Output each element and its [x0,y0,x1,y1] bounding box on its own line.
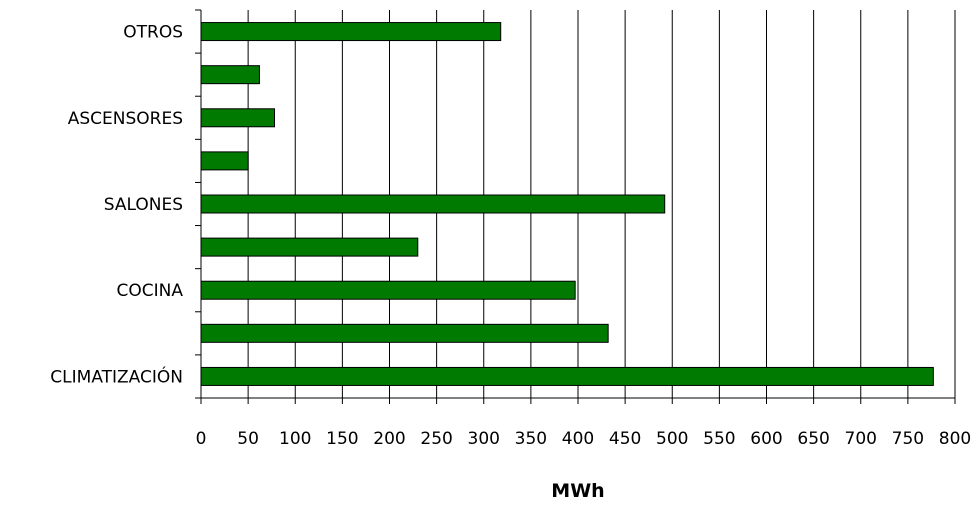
bar [200,323,609,343]
x-tick-label: 0 [196,429,207,449]
x-tick-label: 300 [468,429,500,449]
category-label: SALONES [104,195,183,215]
x-tick-label: 500 [656,429,688,449]
bar [200,108,276,128]
x-tick-label: 400 [562,429,594,449]
category-label: OTROS [123,23,183,43]
bar [200,237,419,257]
x-axis-title: MWh [551,480,604,502]
x-tick-label: 50 [237,429,259,449]
bar [200,280,576,300]
x-tick-label: 750 [892,429,924,449]
x-tick-label: 450 [609,429,641,449]
x-tick-label: 650 [797,429,829,449]
bar [200,194,666,214]
bars [200,22,934,386]
bar [200,22,502,42]
category-label: CLIMATIZACIÓN [50,365,183,387]
category-label: COCINA [117,281,184,301]
x-tick-label: 350 [515,429,547,449]
x-tick-label: 100 [279,429,311,449]
bar [200,151,249,171]
x-tick-label: 600 [750,429,782,449]
bar [200,65,260,85]
x-tick-label: 550 [703,429,735,449]
bar [200,366,934,386]
x-tick-label: 700 [845,429,877,449]
category-labels: CLIMATIZACIÓN COCINA SALONES ASCENSORES OTRO… [50,23,183,388]
x-tick-label: 200 [373,429,405,449]
x-tick-labels: 0 50 100 150 200 250 300 350 400 450 500 550 600 650 7… [196,429,972,449]
x-tick-label: 800 [939,429,971,449]
axes [195,9,956,404]
category-label: ASCENSORES [68,109,183,129]
x-tick-label: 250 [420,429,452,449]
x-tick-label: 150 [326,429,358,449]
